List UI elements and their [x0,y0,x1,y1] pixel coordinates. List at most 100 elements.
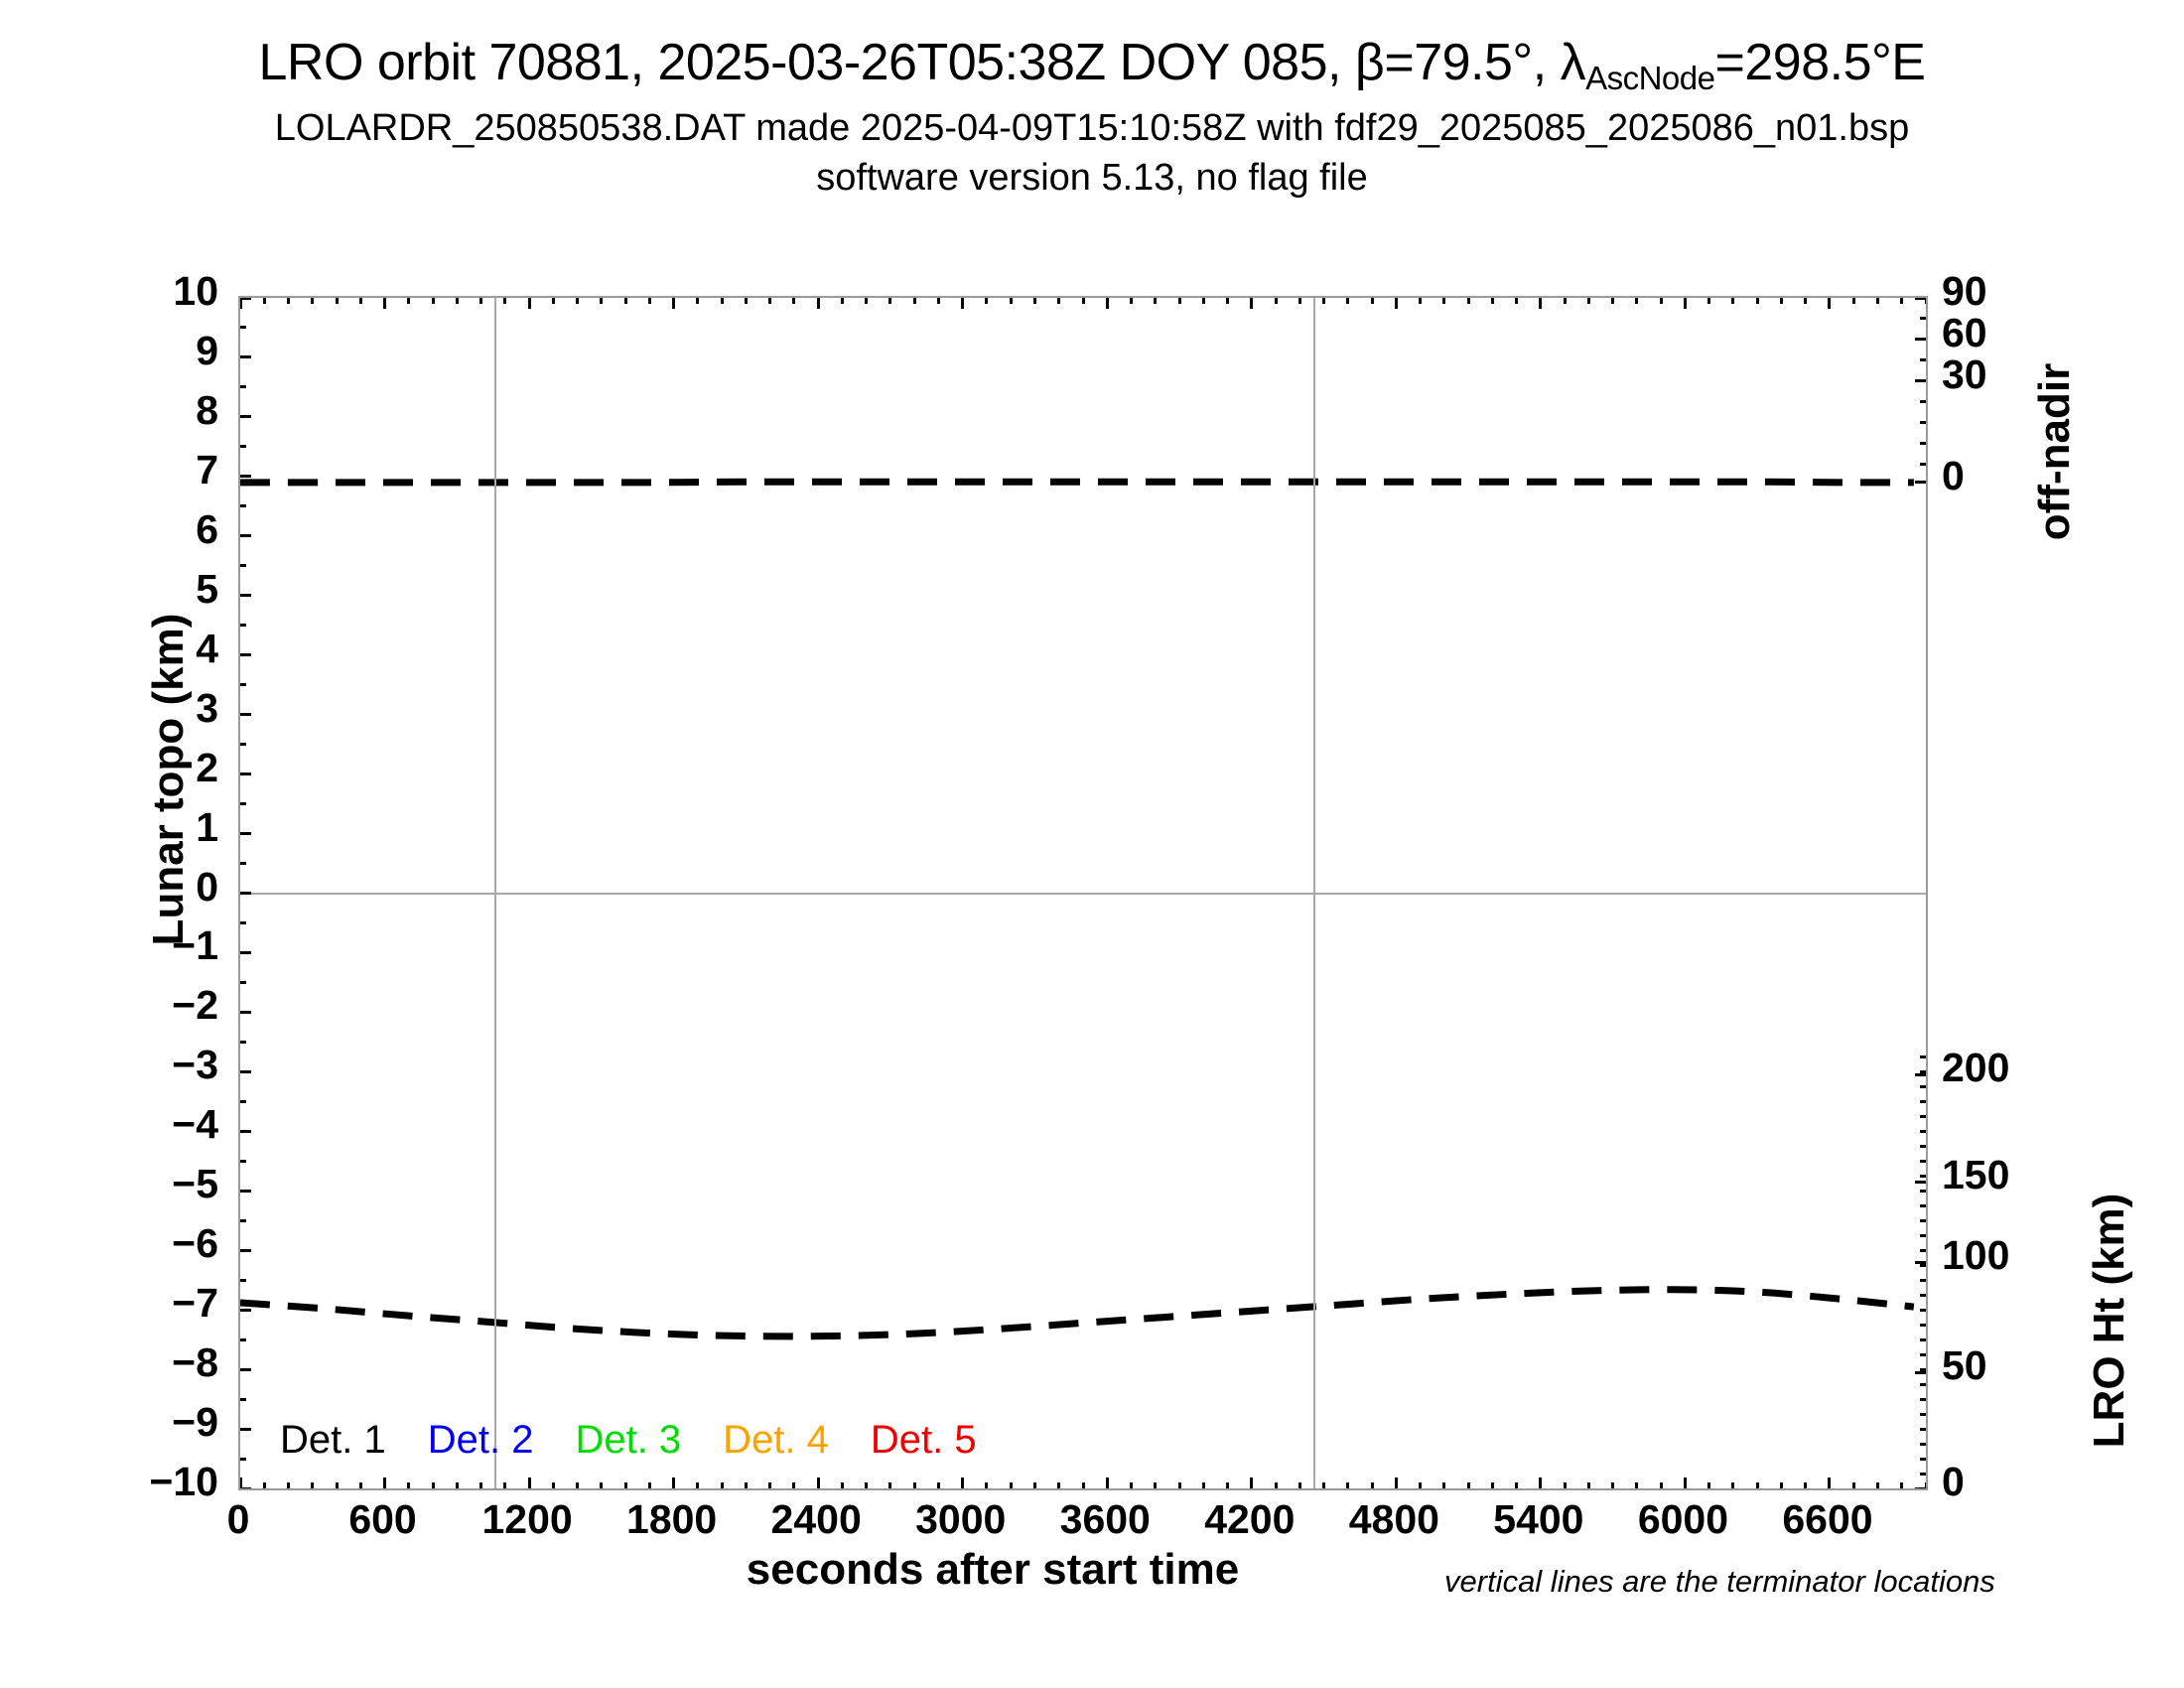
x-tick [1105,1477,1109,1488]
y-tick-left [240,773,251,776]
x-tick-top [1105,298,1109,309]
x-tick-minor-top [1419,298,1423,304]
x-tick-minor [1779,1482,1783,1488]
x-tick-minor [431,1482,435,1488]
x-axis-title: seconds after start time [746,1545,1240,1594]
x-tick-top [1539,298,1543,309]
y-tick-left-minor [240,624,246,628]
y-tick-left [240,1010,251,1014]
x-tick-minor-top [768,298,772,304]
y-tick-left [240,594,251,598]
x-tick-minor-top [1370,298,1374,304]
legend-item-det-5: Det. 5 [870,1418,977,1462]
x-tick-minor-top [1563,298,1567,304]
x-tick-minor-top [696,298,700,304]
x-tick-minor [1370,1482,1374,1488]
y-tick-left-minor [240,1278,246,1282]
x-tick-minor-top [744,298,748,304]
x-tick [961,1477,965,1488]
y-tick-left-minor [240,1040,246,1044]
y-tick-label-left: −3 [172,1042,218,1088]
y-tick-left-minor [240,504,246,508]
subtitle-datafile: LOLARDR_250850538.DAT made 2025-04-09T15… [274,107,1910,149]
plot-area [238,296,1928,1490]
x-tick-minor [576,1482,580,1488]
legend-item-det-4: Det. 4 [723,1418,829,1462]
x-tick [672,1477,676,1488]
x-tick-minor-top [1154,298,1158,304]
y-tick-right-minor [1920,1427,1926,1431]
x-tick-minor [1755,1482,1759,1488]
y-tick-right-minor [1920,1129,1926,1133]
y-tick-right-minor [1920,1055,1926,1058]
y-tick-left-minor [240,1218,246,1222]
x-tick-minor [1177,1482,1181,1488]
y-tick-right-minor [1920,1278,1926,1282]
x-tick-minor-top [1466,298,1470,304]
y-tick-right-minor [1920,1457,1926,1461]
y-tick-label-left: 7 [196,446,218,492]
zero-gridline [240,892,1926,895]
x-tick-label: 4800 [1348,1496,1439,1542]
x-tick [527,1477,531,1488]
x-tick-minor [1346,1482,1350,1488]
x-tick [1250,1477,1254,1488]
x-tick-minor [1297,1482,1301,1488]
x-tick-minor-top [1851,298,1855,304]
x-tick-minor [1466,1482,1470,1488]
y-tick-label-left: −9 [172,1399,218,1446]
x-tick-minor-top [1081,298,1085,304]
y-tick-label-lroht: 0 [1942,1459,1965,1504]
y-tick-label-left: −5 [172,1161,218,1207]
subtitle-software: software version 5.13, no flag file [816,157,1368,199]
y-tick-label-left: 5 [196,565,218,612]
x-tick-minor-top [1924,298,1926,304]
y-tick-left-minor [240,802,246,806]
y-tick-label-offnadir: 0 [1942,452,1965,498]
y-tick-label-left: 0 [196,863,218,910]
y-tick-label-left: 6 [196,505,218,552]
y-tick-label-left: 10 [173,268,218,314]
y-tick-right-minor [1920,1144,1926,1148]
y-tick-label-left: −2 [172,982,218,1029]
x-tick-top [383,298,387,309]
y-tick-right-lroht [1915,1260,1926,1264]
x-tick-minor [865,1482,869,1488]
x-tick-minor [1875,1482,1879,1488]
x-tick-minor-top [407,298,411,304]
y-tick-left [240,355,251,359]
y-tick-left-minor [240,980,246,984]
y-tick-label-left: 9 [196,327,218,373]
y-axis-title-lroht: LRO Ht (km) [2085,1193,2133,1449]
y-tick-right-offnadir [1915,379,1926,383]
x-tick-minor-top [888,298,892,304]
x-tick-minor [1563,1482,1567,1488]
x-tick-minor [1130,1482,1133,1488]
x-tick-minor-top [479,298,483,304]
x-tick-minor [1274,1482,1278,1488]
y-tick-label-left: −6 [172,1220,218,1267]
y-tick-right-offnadir [1915,481,1926,485]
y-tick-right-minor [1920,1352,1926,1356]
x-tick-minor [912,1482,916,1488]
y-tick-right-minor [1920,1174,1926,1178]
x-tick-minor [358,1482,362,1488]
y-tick-label-left: −7 [172,1280,218,1327]
x-tick [1828,1477,1832,1488]
x-tick-minor [768,1482,772,1488]
y-tick-label-left: 2 [196,744,218,790]
x-tick-minor-top [936,298,940,304]
x-tick-minor [311,1482,315,1488]
x-tick-top [1250,298,1254,309]
x-tick-label: 6600 [1782,1496,1873,1542]
x-tick-minor-top [1659,298,1663,304]
x-tick-minor [1226,1482,1230,1488]
x-tick [1683,1477,1687,1488]
x-tick-minor-top [1009,298,1013,304]
y-tick-left [240,950,251,954]
y-tick-left [240,653,251,657]
x-tick-minor [1322,1482,1326,1488]
x-tick-top [1828,298,1832,309]
x-tick-minor [1515,1482,1519,1488]
x-tick-minor-top [1130,298,1133,304]
